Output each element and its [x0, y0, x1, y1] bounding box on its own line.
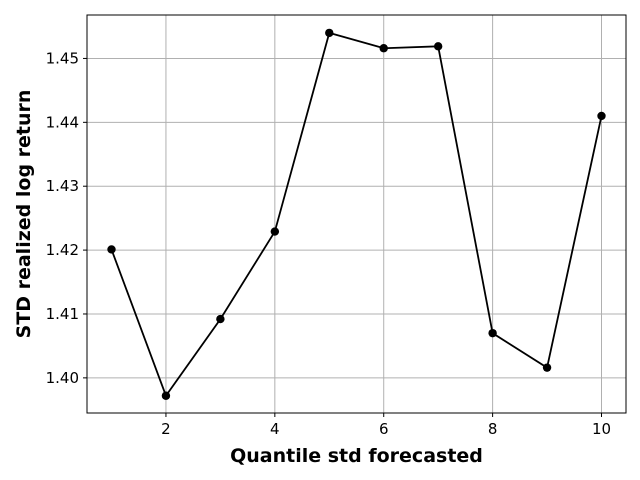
- y-axis-label: STD realized log return: [13, 90, 35, 339]
- y-tick-label: 1.45: [46, 49, 79, 67]
- grid: [87, 15, 626, 413]
- data-series: [107, 28, 606, 400]
- data-point: [216, 314, 225, 324]
- data-point: [488, 328, 497, 338]
- y-tick-label: 1.44: [46, 113, 79, 131]
- y-tick-label: 1.43: [46, 177, 79, 195]
- axis-ticks: 2 4 6 8 10 1.40 1.41 1.42 1.43 1.44 1.45: [46, 49, 611, 438]
- x-tick-label: 2: [161, 420, 171, 438]
- data-point: [597, 111, 606, 121]
- x-axis-label: Quantile std forecasted: [230, 445, 483, 467]
- x-tick-label: 10: [592, 420, 611, 438]
- x-tick-label: 6: [379, 420, 389, 438]
- data-point: [325, 28, 334, 38]
- series-line: [110, 31, 603, 398]
- y-tick-label: 1.42: [46, 241, 79, 259]
- plot-frame: [86, 14, 627, 414]
- data-point: [161, 391, 171, 400]
- data-point: [107, 245, 116, 254]
- x-tick-label: 4: [270, 420, 280, 438]
- y-tick-label: 1.40: [46, 369, 79, 387]
- data-point: [433, 42, 443, 51]
- x-tick-label: 8: [488, 420, 498, 438]
- data-point: [270, 227, 280, 236]
- y-tick-label: 1.41: [46, 305, 79, 323]
- data-point: [542, 363, 552, 372]
- data-point: [379, 44, 388, 53]
